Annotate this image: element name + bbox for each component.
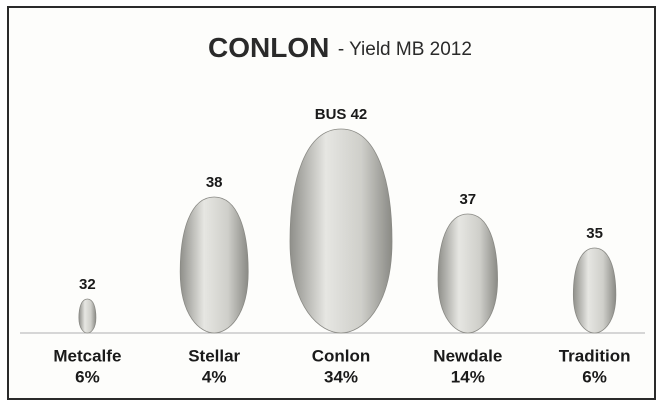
share-label: 6% xyxy=(582,367,607,386)
category-label: Conlon xyxy=(312,346,371,365)
value-label: 32 xyxy=(79,276,96,293)
share-label: 6% xyxy=(75,367,100,386)
value-label: 35 xyxy=(586,225,603,242)
chart-subtitle: - Yield MB 2012 xyxy=(338,39,472,60)
value-label: BUS 42 xyxy=(315,106,368,123)
kernel xyxy=(180,197,248,333)
kernel xyxy=(79,299,96,333)
value-label: 37 xyxy=(459,191,476,208)
chart-title: CONLON xyxy=(208,32,329,63)
share-label: 14% xyxy=(451,367,485,386)
kernel xyxy=(290,129,392,333)
share-label: 34% xyxy=(324,367,358,386)
category-label: Stellar xyxy=(188,346,240,365)
kernel xyxy=(438,214,498,333)
category-label: Newdale xyxy=(433,346,502,365)
value-label: 38 xyxy=(206,174,223,191)
category-label: Tradition xyxy=(559,346,631,365)
chart: CONLON - Yield MB 2012 32 Metcalfe 6% 38 Ste… xyxy=(0,0,664,408)
page: {"chart_data": {"type": "pictogram", "ti… xyxy=(0,0,664,408)
share-label: 4% xyxy=(202,367,227,386)
kernel xyxy=(573,248,616,333)
category-label: Metcalfe xyxy=(53,346,121,365)
